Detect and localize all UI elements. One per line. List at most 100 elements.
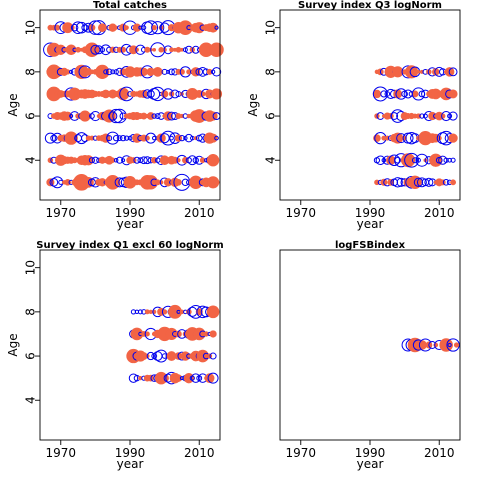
positive-residual-bubble [401,153,416,168]
positive-residual-bubble [439,338,453,352]
x-tick-label: 2010 [184,446,215,460]
negative-residual-bubble [44,132,56,144]
negative-residual-bubble [403,89,413,99]
negative-residual-bubble [411,157,419,164]
bubble-layer [126,304,220,385]
negative-residual-bubble [211,67,222,77]
panel-1: Total catches 1970 1990 2010 year 4 6 8 10 Age [6,0,224,231]
positive-residual-bubble [186,309,192,315]
positive-residual-bubble [163,111,173,121]
positive-residual-bubble [180,351,191,361]
positive-residual-bubble [208,22,219,33]
negative-residual-bubble [404,152,419,168]
bubble-layer [401,337,460,353]
negative-residual-bubble [438,155,448,165]
negative-residual-bubble [214,25,219,30]
positive-residual-bubble [148,309,153,314]
x-tick-label: 1970 [285,446,316,460]
positive-residual-bubble [174,374,183,382]
positive-residual-bubble [206,305,220,319]
negative-residual-bubble [154,113,161,119]
x-axis-label: year [117,217,144,231]
positive-residual-bubble [169,47,174,53]
bubble-layer [43,20,224,191]
plot-frame [279,9,461,201]
y-axis-label: Age [6,93,20,116]
negative-residual-bubble [418,90,426,98]
positive-residual-bubble [195,308,203,316]
negative-residual-bubble [448,111,458,121]
negative-residual-bubble [179,376,184,381]
negative-residual-bubble [415,153,429,167]
negative-residual-bubble [375,155,386,166]
x-tick-label: 1970 [45,446,76,460]
positive-residual-bubble [183,372,195,384]
negative-residual-bubble [139,156,148,165]
negative-residual-bubble [143,156,152,165]
positive-residual-bubble [175,178,182,186]
negative-residual-bubble [133,156,141,164]
negative-residual-bubble [116,135,123,141]
y-tick-label: 8 [24,308,38,316]
negative-residual-bubble [450,157,456,163]
plot-frame [39,9,221,201]
positive-residual-bubble [392,132,404,144]
positive-residual-bubble [199,157,206,164]
negative-residual-bubble [116,156,124,164]
x-tick-label: 1970 [45,206,76,220]
negative-residual-bubble [151,21,165,35]
positive-residual-bubble [84,42,100,58]
y-tick-label: 10 [24,20,38,35]
negative-residual-bubble [187,155,198,166]
positive-residual-bubble [95,64,110,79]
positive-residual-bubble [124,25,129,30]
plot-frame [39,249,221,441]
panel-title: Survey index Q1 excl 60 logNorm [36,240,223,251]
negative-residual-bubble [178,135,186,142]
negative-residual-bubble [105,68,113,76]
panel-2: Survey index Q3 logNorm 1970 1990 2010 year 4… [246,0,461,231]
negative-residual-bubble [181,178,190,187]
positive-residual-bubble [206,154,220,167]
positive-residual-bubble [417,340,427,350]
negative-residual-bubble [434,66,445,77]
negative-residual-bubble [103,69,109,75]
negative-residual-bubble [446,338,460,352]
x-tick-label: 2010 [184,206,215,220]
negative-residual-bubble [168,68,175,76]
negative-residual-bubble [395,88,407,100]
positive-residual-bubble [63,111,73,121]
positive-residual-bubble [416,70,421,74]
negative-residual-bubble [442,179,450,186]
panel-4: logFSBindex 1970 1990 2010 year [279,240,461,471]
positive-residual-bubble [65,44,77,56]
x-tick-label: 2010 [424,446,455,460]
negative-residual-bubble [50,134,58,142]
positive-residual-bubble [101,133,111,143]
positive-residual-bubble [448,133,458,143]
negative-residual-bubble [99,47,106,53]
y-tick-label: 4 [264,156,278,164]
negative-residual-bubble [89,113,95,119]
negative-residual-bubble [166,69,171,74]
negative-residual-bubble [146,351,155,361]
positive-residual-bubble [109,157,116,163]
negative-residual-bubble [143,20,159,35]
negative-residual-bubble [441,110,452,122]
negative-residual-bubble [123,135,130,141]
y-tick-label: 6 [24,112,38,120]
y-tick-label: 10 [264,20,278,35]
x-tick-label: 1990 [115,446,146,460]
positive-residual-bubble [448,89,458,99]
negative-residual-bubble [214,135,219,141]
negative-residual-bubble [119,134,127,142]
negative-residual-bubble [91,156,99,164]
negative-residual-bubble [191,373,201,383]
y-tick-label: 10 [24,260,38,275]
positive-residual-bubble [208,133,218,143]
negative-residual-bubble [94,45,104,55]
positive-residual-bubble [453,342,460,348]
y-tick-label: 6 [264,112,278,120]
negative-residual-bubble [447,342,452,348]
